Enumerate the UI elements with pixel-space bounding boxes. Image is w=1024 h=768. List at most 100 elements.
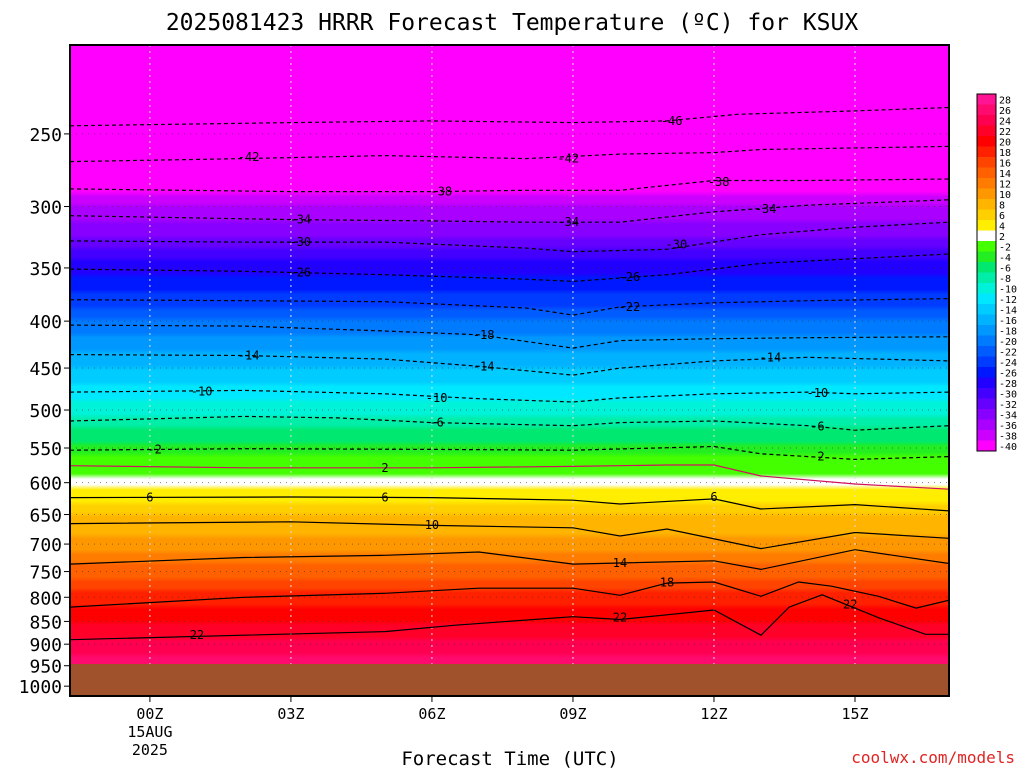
- contour-label: 14: [613, 556, 627, 570]
- contour-label: -2: [810, 450, 824, 464]
- contour-line: [70, 496, 949, 512]
- colorbar-label: 24: [999, 117, 1011, 128]
- x-tick-year: 2025: [132, 741, 168, 759]
- colorbar-label: 12: [999, 180, 1011, 191]
- y-axis: 2503003504004505005506006507007508008509…: [19, 125, 70, 698]
- temperature-fill: [70, 45, 949, 696]
- contour-label: 6: [146, 491, 153, 505]
- x-tick-label: 12Z: [700, 705, 727, 723]
- colorbar-label: -30: [999, 390, 1017, 401]
- contour-label: 6: [381, 491, 388, 505]
- contour-label: -14: [760, 350, 782, 364]
- colorbar-swatch: [977, 188, 996, 200]
- colorbar-swatch: [977, 125, 996, 137]
- contour-label: -26: [619, 270, 641, 284]
- colorbar-label: -20: [999, 337, 1017, 348]
- contour-label: -6: [810, 419, 824, 433]
- x-tick-date: 15AUG: [127, 723, 172, 741]
- contour-label: -30: [289, 235, 311, 249]
- contour-label: -10: [426, 391, 448, 405]
- colorbar-swatch: [977, 283, 996, 294]
- y-tick-label: 250: [29, 125, 62, 146]
- temperature-field: [70, 45, 949, 696]
- y-tick-label: 300: [29, 198, 62, 219]
- contour-label: 10: [425, 518, 439, 532]
- colorbar-swatch: [977, 388, 996, 399]
- colorbar-swatch: [977, 325, 996, 336]
- colorbar-label: -2: [999, 243, 1011, 254]
- colorbar-label: -8: [999, 274, 1011, 285]
- colorbar-label: 2: [999, 232, 1005, 243]
- colorbar-label: 20: [999, 138, 1011, 149]
- contour-lines: -46-42 -42-38-38-34 -34-34-30 -30-26 -26-22-…: [70, 106, 949, 676]
- contour-label: 22: [190, 628, 204, 642]
- colorbar-swatch: [977, 251, 996, 263]
- colorbar-swatch: [977, 314, 996, 326]
- contour-line: [70, 145, 949, 163]
- colorbar-swatch: [977, 430, 996, 441]
- y-tick-label: 650: [29, 506, 62, 527]
- contour-line: [70, 521, 949, 550]
- contour-label: -46: [661, 114, 683, 128]
- colorbar-label: 26: [999, 106, 1011, 117]
- colorbar-swatch: [977, 419, 996, 431]
- contour-line: [70, 581, 949, 609]
- colorbar-label: -18: [999, 327, 1017, 338]
- contour-line: [70, 464, 949, 490]
- contour-label: -42: [557, 152, 579, 166]
- colorbar-label: 8: [999, 201, 1005, 212]
- ground-surface: [70, 664, 949, 696]
- colorbar-swatch: [977, 104, 996, 116]
- contour-label: 18: [660, 576, 674, 590]
- contour-label: -14: [238, 348, 260, 362]
- colorbar-label: -6: [999, 264, 1011, 275]
- colorbar-label: 18: [999, 148, 1011, 159]
- y-tick-label: 750: [29, 563, 62, 584]
- colorbar-label: 22: [999, 127, 1011, 138]
- colorbar-swatch: [977, 167, 996, 179]
- colorbar-swatch: [977, 241, 996, 252]
- colorbar-swatch: [977, 440, 996, 452]
- contour-line: [70, 253, 949, 283]
- y-tick-label: 550: [29, 439, 62, 460]
- contour-label: -18: [473, 328, 495, 342]
- colorbar-label: 10: [999, 190, 1011, 201]
- contour-line: [70, 415, 949, 431]
- colorbar-label: 28: [999, 96, 1011, 107]
- colorbar-label: -22: [999, 348, 1017, 359]
- contour-label: -34: [755, 202, 777, 216]
- x-tick-label: 03Z: [277, 705, 304, 723]
- y-tick-label: 950: [29, 657, 62, 678]
- contour-line: [70, 106, 949, 127]
- x-tick-label: 15Z: [841, 705, 868, 723]
- colorbar-label: -10: [999, 285, 1017, 296]
- y-tick-label: 800: [29, 588, 62, 609]
- colorbar-swatch: [977, 220, 996, 231]
- colorbar-label: 4: [999, 222, 1005, 233]
- x-tick-label: 00Z: [136, 705, 163, 723]
- contour-line: [70, 549, 949, 571]
- y-tick-label: 850: [29, 612, 62, 633]
- colorbar-label: 14: [999, 169, 1011, 180]
- colorbar-label: -36: [999, 421, 1017, 432]
- colorbar-swatch: [977, 230, 996, 242]
- credit-text: coolwx.com/models: [851, 748, 1015, 767]
- colorbar-label: -14: [999, 306, 1017, 317]
- contour-label: -38: [430, 185, 452, 199]
- contour-label: 22: [843, 598, 857, 612]
- colorbar-label: -12: [999, 295, 1017, 306]
- colorbar-swatch: [977, 304, 996, 315]
- colorbar-swatch: [977, 293, 996, 305]
- colorbar-swatch: [977, 272, 996, 284]
- contour-label: -10: [191, 384, 213, 398]
- y-tick-label: 400: [29, 312, 62, 333]
- contour-line: [70, 221, 949, 253]
- y-tick-label: 1000: [19, 677, 62, 698]
- colorbar-swatch: [977, 398, 996, 410]
- colorbar-swatch: [977, 262, 996, 273]
- x-tick-label: 06Z: [418, 705, 445, 723]
- colorbar-label: -26: [999, 369, 1017, 380]
- colorbar-swatch: [977, 146, 996, 158]
- y-tick-label: 900: [29, 635, 62, 656]
